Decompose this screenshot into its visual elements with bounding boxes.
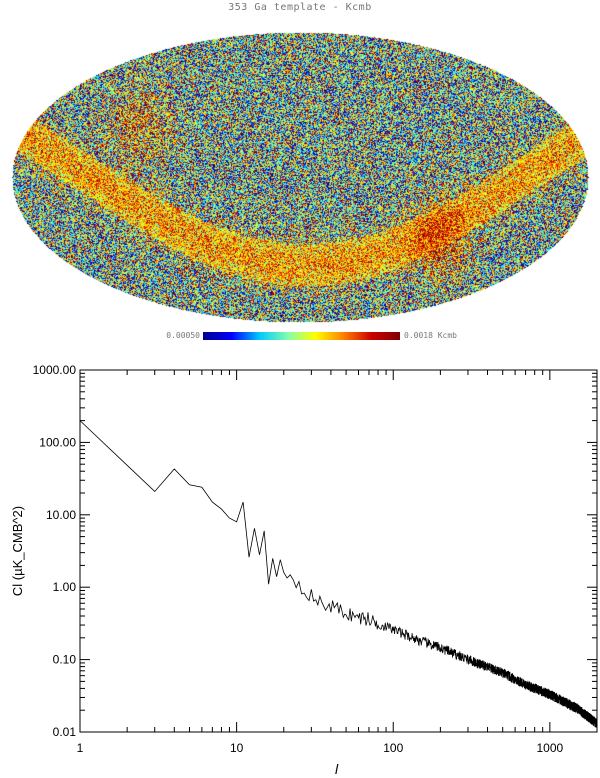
y-tick-label: 100.00 (39, 435, 76, 449)
x-tick-label: 1000 (537, 741, 564, 755)
power-spectrum-chart: 1 10 100 1000 1000.00 100.00 10.00 1.00 0.10 0.01… (10, 363, 598, 777)
colorbar-min-label: 0.00050 (166, 331, 200, 340)
plot-frame (79, 369, 598, 733)
x-tick-label: 100 (383, 741, 403, 755)
map-title: 353 Ga template - Kcmb (228, 2, 372, 13)
y-axis-label: Cl (µK_CMB^2) (10, 506, 25, 596)
y-tick-label: 0.10 (53, 653, 77, 667)
sky-map (0, 0, 600, 330)
x-axis-label: l (335, 761, 339, 777)
cl-series-line (79, 420, 598, 728)
colorbar-max-label: 0.0018 Kcmb (404, 331, 457, 340)
x-tick-label: 10 (230, 741, 244, 755)
y-tick-label: 1.00 (53, 580, 77, 594)
y-tick-label: 1000.00 (33, 363, 77, 377)
y-tick-label: 0.01 (53, 725, 77, 739)
colorbar (203, 332, 400, 340)
y-tick-label: 10.00 (46, 508, 76, 522)
x-tick-label: 1 (77, 741, 84, 755)
